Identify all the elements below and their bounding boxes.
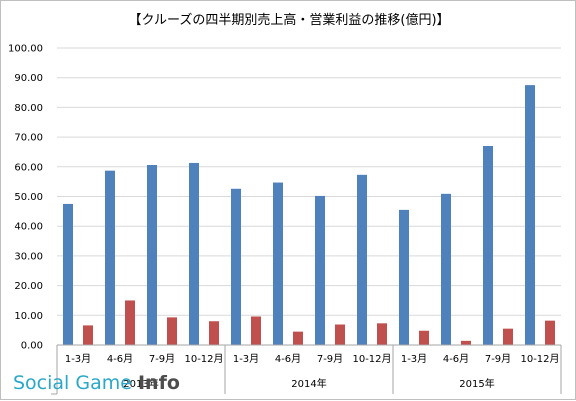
y-tick-label: 10.00 [14, 311, 43, 322]
y-tick-label: 80.00 [14, 103, 43, 114]
bar-series-2 [209, 321, 219, 345]
y-tick-label: 90.00 [14, 73, 43, 84]
x-tick-label: 10-12月 [352, 353, 391, 365]
bar-series-1 [189, 162, 199, 345]
y-tick-label: 100.00 [8, 44, 43, 55]
x-tick-label: 7-9月 [317, 353, 343, 365]
bar-series-2 [125, 300, 135, 345]
bar-series-1 [483, 146, 493, 345]
bar-series-2 [167, 317, 177, 345]
bar-series-2 [503, 328, 513, 345]
y-tick-label: 20.00 [14, 281, 43, 292]
bar-series-1 [315, 195, 325, 345]
bar-series-1 [441, 193, 451, 345]
year-group-label: 2013年 [123, 377, 158, 390]
bar-series-2 [83, 325, 93, 345]
y-tick-label: 60.00 [14, 162, 43, 173]
x-tick-label: 7-9月 [485, 353, 511, 365]
chart-title: 【クルーズの四半期別売上高・営業利益の推移(億円)】 [128, 12, 449, 28]
year-group-label: 2015年 [459, 377, 494, 390]
bar-series-2 [293, 331, 303, 345]
x-tick-label: 10-12月 [184, 353, 223, 365]
grid-lines [57, 47, 561, 316]
bar-series-1 [273, 182, 283, 345]
watermark-part1: Social Game [13, 372, 138, 394]
bar-series-1 [525, 85, 535, 345]
watermark-part2: Info [138, 372, 180, 394]
bar-series-2 [251, 316, 261, 345]
bar-series-2 [377, 323, 387, 345]
bar-series-1 [105, 170, 115, 345]
y-tick-label: 0.00 [21, 341, 43, 352]
year-group-label: 2014年 [291, 377, 326, 390]
bar-series-2 [335, 324, 345, 345]
x-tick-label: 10-12月 [520, 353, 559, 365]
y-tick-label: 40.00 [14, 222, 43, 233]
y-tick-label: 70.00 [14, 133, 43, 144]
x-tick-label: 1-3月 [65, 353, 91, 365]
x-tick-label: 4-6月 [107, 353, 133, 365]
bars [63, 85, 555, 345]
bar-series-2 [461, 340, 471, 345]
y-tick-label: 30.00 [14, 251, 43, 262]
y-tick-label: 50.00 [14, 192, 43, 203]
x-tick-label: 7-9月 [149, 353, 175, 365]
x-tick-label: 1-3月 [401, 353, 427, 365]
x-tick-label: 1-3月 [233, 353, 259, 365]
bar-series-1 [357, 174, 367, 345]
bar-series-1 [63, 203, 73, 345]
x-axis-categories: 1-3月 4-6月 7-9月 10-12月 1-3月 4-6月 7-9月 10-12月 1-3月… [65, 353, 560, 365]
x-tick-label: 4-6月 [275, 353, 301, 365]
x-tick-label: 4-6月 [443, 353, 469, 365]
watermark-logo: Social Game Info [13, 372, 180, 394]
x-axis-year-groups: 2013年 2014年 2015年 [51, 345, 562, 395]
y-axis-ticks: 0.00 10.00 20.00 30.00 40.00 50.00 60.00 70.00 8… [8, 44, 43, 352]
bar-series-1 [399, 209, 409, 345]
bar-series-1 [231, 188, 241, 345]
bar-series-2 [419, 330, 429, 345]
bar-series-2 [545, 320, 555, 345]
bar-series-1 [147, 165, 157, 345]
